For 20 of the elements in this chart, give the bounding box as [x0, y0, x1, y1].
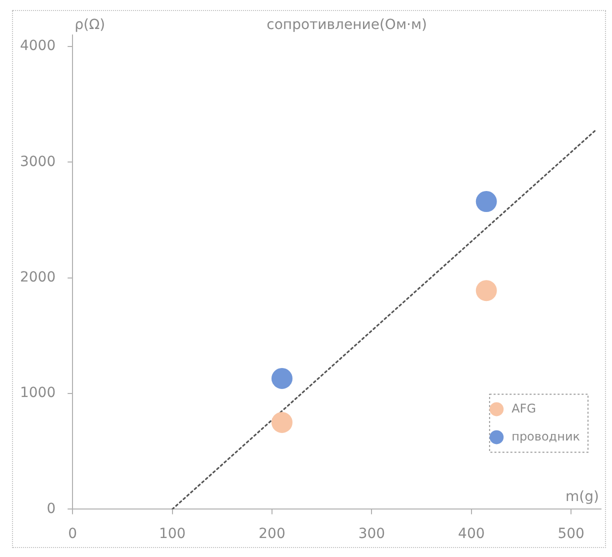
- y-tick-label: 4000: [20, 38, 56, 54]
- point: [271, 368, 292, 390]
- y-tick-label: 0: [46, 500, 56, 517]
- x-tick-label: 300: [358, 526, 386, 542]
- x-tick-label: 200: [258, 526, 286, 542]
- point: [271, 412, 292, 433]
- legend-label: проводник: [512, 429, 580, 444]
- y-axis-title: ρ(Ω): [74, 17, 106, 33]
- y-tick-label: 1000: [20, 385, 56, 402]
- point: [476, 191, 497, 212]
- x-tick-label: 500: [558, 526, 584, 542]
- x-axis-title: m(g): [566, 489, 599, 506]
- point: [476, 280, 497, 302]
- y-tick-label: 3000: [20, 154, 56, 170]
- x-tick-label: 0: [68, 526, 78, 542]
- y-tick-label: 2000: [20, 270, 56, 286]
- legend-label: AFG: [512, 401, 536, 416]
- chart-title: сопротивление(Ом·м): [266, 17, 427, 33]
- x-tick-label: 400: [458, 526, 485, 542]
- x-tick-label: 100: [158, 526, 186, 542]
